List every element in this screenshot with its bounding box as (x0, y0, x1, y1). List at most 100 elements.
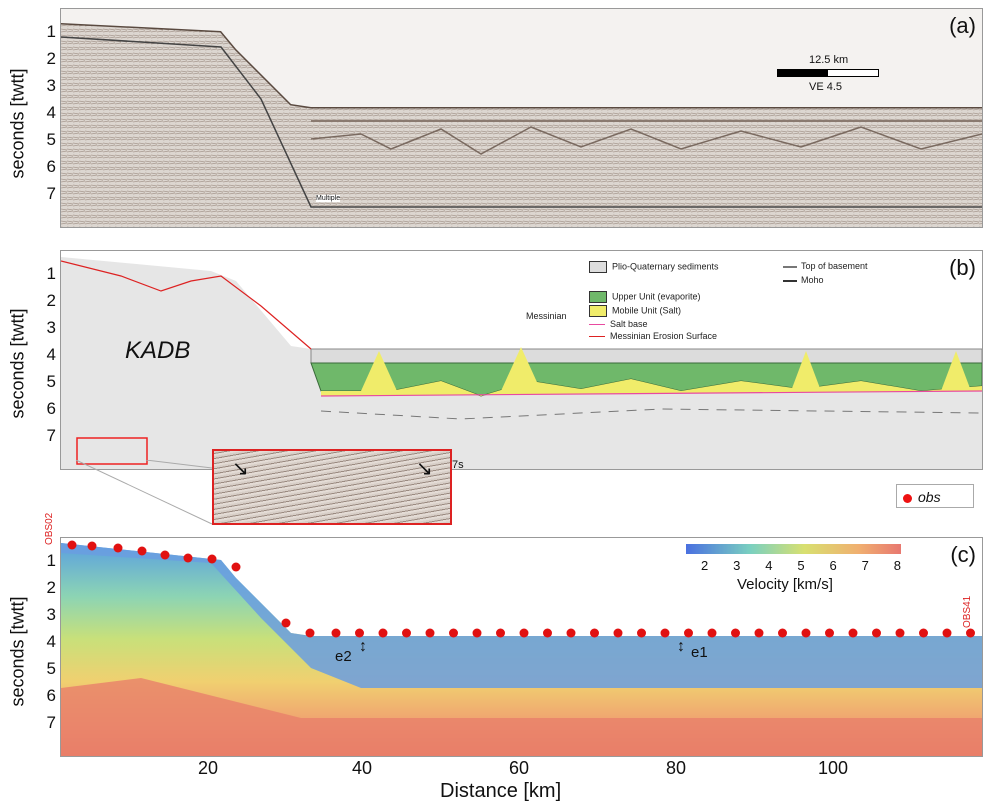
obs-station-dot (825, 628, 834, 638)
obs-station-dot (637, 628, 646, 638)
colorbar-tick: 7 (861, 558, 869, 573)
panel-a-svg (61, 9, 982, 227)
e1-label: e1 (691, 644, 708, 661)
y-tick-label: 4 (46, 103, 56, 122)
obs-station-dot (895, 628, 905, 638)
obs-station-dot (684, 628, 693, 638)
y-axis-label-a: seconds [twtt] (7, 68, 28, 179)
colorbar (686, 544, 901, 554)
obs-station-dot (67, 540, 77, 550)
y-tick-label: 6 (46, 399, 56, 418)
obs-legend: obs (896, 484, 974, 508)
reflector-band (310, 126, 982, 155)
colorbar-tick: 6 (829, 558, 837, 573)
obs-station-dot (207, 554, 217, 564)
salt-base-line (320, 390, 982, 397)
panel-b-label: (b) (949, 255, 976, 280)
scale-bar-label: 12.5 km (809, 54, 849, 66)
y-tick-label: 3 (46, 76, 56, 95)
obs-station-dot (331, 628, 341, 638)
y-tick-label: 2 (46, 49, 56, 68)
obs-station-dot (543, 628, 552, 638)
y-tick-label: 3 (46, 318, 56, 337)
y-tick-label: 6 (46, 686, 56, 705)
water-layer-low-velocity (61, 543, 982, 688)
obs-station-dot (801, 628, 811, 638)
panel-a-label: (a) (949, 13, 976, 38)
obs-station-dot (449, 628, 458, 638)
legend-messinian: Messinian (526, 311, 567, 321)
salt-diapir (501, 347, 541, 391)
legend-mobile-unit: Mobile Unit (Salt) (589, 305, 681, 317)
panel-b-interpretation: (b) KADB Plio-Quaternary sediments Top o… (60, 250, 983, 470)
y-axis-label-c: seconds [twtt] (7, 596, 28, 707)
inset-zoom (212, 449, 452, 525)
salt-diapir (941, 351, 971, 391)
obs-station-dot (519, 628, 529, 638)
x-tick-label: 40 (351, 758, 373, 778)
legend-basement: Top of basement (783, 261, 868, 271)
obs-station-dot (942, 628, 952, 638)
obs-station-dot (137, 546, 147, 556)
obs-station-dot (590, 628, 599, 638)
erosion-surface-line (61, 260, 312, 350)
scale-bar (777, 69, 879, 77)
obs-station-dot (848, 628, 858, 638)
obs-station-dot (183, 553, 193, 563)
obs-station-dot (707, 628, 717, 638)
obs-stations (67, 540, 975, 638)
obs-station-dot (966, 628, 975, 638)
colorbar-tick: 2 (701, 558, 709, 573)
ve-label: VE 4.5 (809, 81, 843, 93)
obs-station-dot (402, 628, 411, 638)
y-axis-label-b: seconds [twtt] (7, 308, 28, 419)
y-tick-label: 1 (46, 551, 56, 570)
legend-upper-unit: Upper Unit (evaporite) (589, 291, 701, 303)
y-tick-label: 4 (46, 345, 56, 364)
e2-arrow: ↕ (359, 638, 367, 655)
obs-station-dot (160, 550, 170, 560)
y-tick-label: 3 (46, 605, 56, 624)
panel-b-svg (61, 251, 982, 465)
y-tick-label: 7 (46, 426, 56, 445)
salt-diapir (361, 351, 397, 391)
obs-station-dot (778, 628, 787, 638)
obs-station-dot (281, 618, 291, 628)
panel-c-svg (61, 543, 982, 756)
obs-station-dot (919, 628, 928, 638)
legend-erosion: Messinian Erosion Surface (589, 331, 717, 341)
colorbar-title: Velocity [km/s] (737, 576, 833, 593)
obs-station-dot (305, 628, 315, 638)
basement-line (320, 408, 982, 420)
e2-label: e2 (335, 648, 352, 665)
inset-connector (75, 460, 213, 525)
obs-station-dot (496, 628, 505, 638)
e1-arrow: ↕ (677, 638, 685, 655)
plio-quaternary-layer (310, 348, 982, 364)
y-tick-label: 1 (46, 22, 56, 41)
kadb-label: KADB (125, 337, 191, 364)
water-column (61, 251, 982, 349)
y-tick-label: 1 (46, 264, 56, 283)
x-axis-label: Distance [km] (440, 780, 562, 802)
water-column (61, 9, 982, 107)
y-tick-label: 5 (46, 130, 56, 149)
obs-station-dot (660, 628, 670, 638)
obs-station-dot (87, 541, 97, 551)
y-tick-label: 5 (46, 659, 56, 678)
obs-station-dot (613, 628, 623, 638)
y-tick-label: 2 (46, 578, 56, 597)
colorbar-tick: 4 (765, 558, 773, 573)
inset-time-label: 7s (452, 459, 464, 471)
x-tick-label: 80 (665, 758, 687, 778)
obs-station-dot (754, 628, 764, 638)
obs-station-dot (113, 543, 123, 553)
y-tick-label: 2 (46, 291, 56, 310)
deep-high-velocity (61, 678, 982, 756)
obs-station-dot (566, 628, 576, 638)
obs-station-dot (231, 562, 241, 572)
y-tick-label: 6 (46, 157, 56, 176)
obs-station-dot (472, 628, 482, 638)
obs-left-label: OBS02 (44, 512, 55, 545)
y-tick-label: 4 (46, 632, 56, 651)
